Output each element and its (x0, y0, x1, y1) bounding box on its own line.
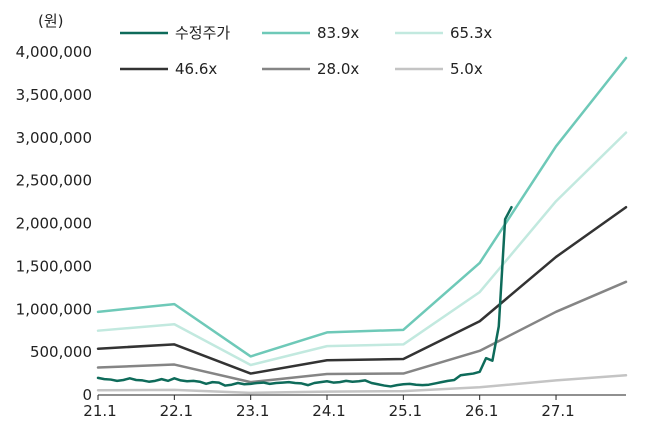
y-tick-label: 4,000,000 (16, 43, 92, 61)
x-tick-label: 24.1 (312, 402, 345, 420)
legend-label: 65.3x (450, 24, 492, 42)
x-axis: 21.1 22.1 23.1 24.1 25.1 26.1 27.1 (83, 394, 626, 420)
series-line (96, 56, 628, 358)
legend-label: 수정주가 (175, 24, 230, 42)
series-line (96, 205, 513, 388)
y-tick-label: 500,000 (30, 343, 92, 361)
series-line (96, 205, 628, 375)
legend-label: 46.6x (175, 60, 217, 78)
legend-label: 5.0x (450, 60, 483, 78)
legend-item: 83.9x (262, 24, 359, 42)
series-line (96, 374, 628, 395)
series-line (96, 131, 628, 367)
y-tick-label: 1,500,000 (16, 257, 92, 275)
x-tick-label: 27.1 (541, 402, 574, 420)
legend-item: 46.6x (120, 60, 217, 78)
y-tick-label: 3,000,000 (16, 129, 92, 147)
x-tick-label: 25.1 (389, 402, 422, 420)
legend-label: 28.0x (317, 60, 359, 78)
y-axis: 0 500,000 1,000,000 1,500,000 2,000,000 2,500… (16, 43, 92, 404)
legend-item: 28.0x (262, 60, 359, 78)
y-tick-label: 0 (82, 386, 92, 404)
series-layer (96, 56, 628, 395)
x-tick-label: 26.1 (465, 402, 498, 420)
series-line (96, 280, 628, 384)
legend: 수정주가 83.9x 65.3x 46.6x 28.0x 5.0x (120, 24, 492, 78)
y-tick-label: 2,500,000 (16, 172, 92, 190)
legend-item: 65.3x (395, 24, 492, 42)
y-tick-label: 2,000,000 (16, 215, 92, 233)
legend-label: 83.9x (317, 24, 359, 42)
legend-item: 수정주가 (120, 24, 230, 42)
y-unit-label: (원) (38, 12, 64, 30)
y-tick-label: 3,500,000 (16, 86, 92, 104)
x-tick-label: 23.1 (236, 402, 269, 420)
y-tick-label: 1,000,000 (16, 300, 92, 318)
x-tick-label: 22.1 (160, 402, 193, 420)
legend-item: 5.0x (395, 60, 483, 78)
x-tick-label: 21.1 (83, 402, 116, 420)
